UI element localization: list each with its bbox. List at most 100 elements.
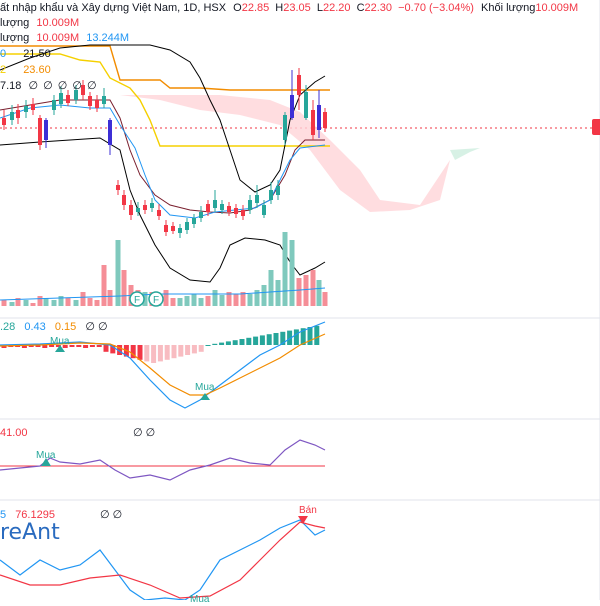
volume-bar (310, 270, 316, 306)
high-label: H (275, 2, 284, 14)
macd-histogram-bar (110, 345, 116, 354)
rsi-legend[interactable]: 41.00 (0, 427, 28, 439)
macd-histogram-bar (191, 345, 197, 354)
candle-body (95, 100, 99, 108)
macd-histogram-bar (117, 345, 123, 355)
volume-bar (205, 296, 211, 306)
stoch-legend[interactable]: 5 76.1295 (0, 509, 55, 521)
volume-bar (177, 298, 183, 306)
volume-bar (30, 303, 36, 306)
macd-histogram-bar (314, 325, 320, 345)
candle-body (178, 228, 182, 233)
candle-body (10, 112, 14, 120)
legend-volume-2[interactable]: lượng 10.009M 13.244M (0, 32, 130, 44)
f-badge-1: F (129, 291, 145, 307)
volume-bar (51, 300, 57, 306)
macd-histogram-bar (144, 345, 150, 362)
ichimoku-cloud (120, 95, 450, 212)
macd-histogram-bar (171, 345, 177, 359)
stoch-sell-marker (298, 516, 308, 524)
macd-legend[interactable]: .28 0.43 0.15 ∅ ∅ (0, 321, 108, 333)
macd-histogram-bar (178, 345, 184, 357)
macd-histogram-bar (239, 339, 245, 345)
volume-bar (240, 292, 246, 306)
orange-line (0, 45, 330, 91)
candle-body (108, 120, 112, 145)
volume-bar (254, 290, 260, 306)
volume-bar (212, 290, 218, 306)
open-value: 22.85 (241, 2, 270, 14)
stoch-sell-label: Bán (299, 505, 317, 516)
macd-histogram-bar (55, 345, 61, 347)
svg-text:F: F (153, 295, 159, 306)
close-value: 22.30 (364, 2, 393, 14)
candle-body (31, 104, 35, 110)
macd-histogram-bar (103, 345, 109, 352)
volume-bar (247, 294, 253, 306)
candle-body (276, 186, 280, 195)
candle-body (59, 93, 63, 104)
high-value: 23.05 (283, 2, 311, 14)
candle-body (297, 75, 301, 95)
volume-bar (275, 280, 281, 306)
candle-body (122, 195, 126, 205)
change-value: −0.70 (−3.04%) (398, 2, 474, 14)
volume-bar (1, 300, 7, 306)
volume-bar (296, 278, 302, 306)
candle-body (220, 204, 224, 210)
macd-histogram-bar (35, 345, 41, 347)
macd-histogram-bar (253, 336, 259, 345)
candle-body (283, 115, 287, 140)
volume-bar (268, 270, 274, 306)
volume-bar (261, 285, 267, 306)
volume-bar (184, 296, 190, 306)
macd-histogram-bar (96, 345, 102, 347)
candle-body (241, 210, 245, 216)
candle-body (136, 208, 140, 212)
candle-body (255, 195, 259, 203)
volume-bar (226, 292, 232, 306)
watermark-logo: reAnt (0, 520, 60, 545)
candle-body (227, 206, 231, 212)
legend-ind3[interactable]: 7.18 ∅ ∅ ∅ ∅ ∅ (0, 80, 98, 92)
stoch-k (0, 519, 326, 600)
macd-histogram-bar (198, 345, 204, 352)
rsi-buy-marker (41, 458, 51, 466)
candle-body (171, 226, 175, 231)
volume-bar (23, 300, 29, 306)
candle-body (269, 190, 273, 200)
legend-ma1[interactable]: 0 21.50 (0, 48, 51, 60)
volume-bar (65, 298, 71, 306)
macd-histogram-bar (259, 335, 265, 345)
price-axis-tag[interactable] (592, 119, 600, 135)
symbol-title[interactable]: ất nhập khẩu và Xây dựng Việt Nam, 1D, H… (0, 2, 227, 14)
candle-body (164, 225, 168, 232)
candle-body (102, 96, 106, 104)
macd-histogram-bar (185, 345, 191, 355)
volume-bar (289, 240, 295, 306)
volume-bar (142, 292, 148, 306)
candle-body (304, 92, 308, 118)
open-label: O (233, 2, 242, 14)
macd-histogram-bar (307, 327, 313, 345)
bollinger-lower (0, 137, 326, 283)
macd-histogram-bar (62, 345, 68, 348)
candle-body (2, 118, 6, 125)
macd-histogram-bar (280, 331, 286, 345)
yellow-line (0, 53, 330, 147)
macd-histogram-bar (42, 345, 48, 348)
macd-histogram-bar (266, 334, 272, 345)
candle-body (248, 200, 252, 210)
macd-histogram-bar (76, 345, 82, 347)
legend-ma2[interactable]: 2 23.60 (0, 64, 51, 76)
macd-histogram-bar (205, 345, 211, 346)
volume-bar (37, 296, 43, 306)
svg-text:F: F (134, 295, 140, 306)
volume-bar (316, 280, 322, 306)
legend-volume-1[interactable]: lượng 10.009M (0, 17, 80, 29)
candle-body (234, 208, 238, 214)
bollinger-upper (0, 44, 326, 193)
candle-body (143, 205, 147, 210)
